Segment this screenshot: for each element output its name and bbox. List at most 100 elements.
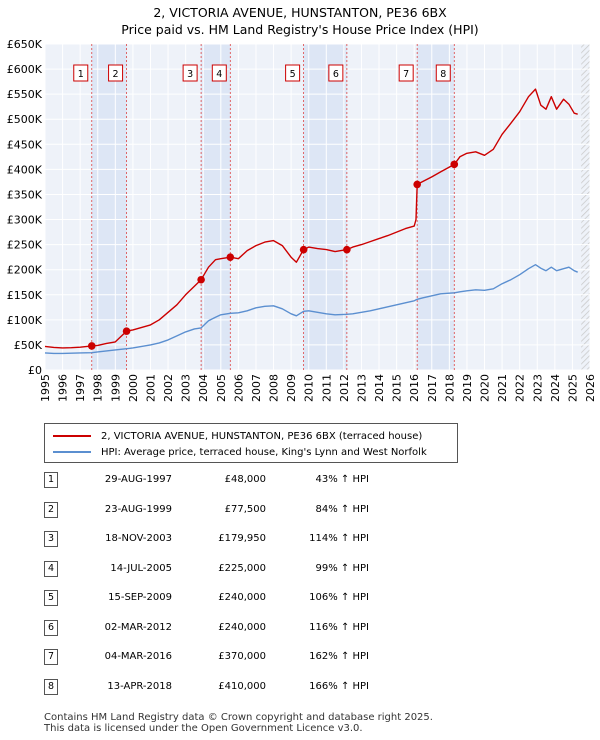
sale-number-badge: 8 — [44, 679, 58, 695]
sale-label-box — [108, 64, 124, 82]
sale-label-box — [73, 64, 89, 82]
series-line-property — [44, 88, 578, 349]
sale-point — [450, 160, 459, 169]
sale-hpi-change: 162% ↑ HPI — [309, 651, 369, 662]
sale-hpi-change: 166% ↑ HPI — [309, 681, 369, 692]
x-tick-label: 2005 — [215, 374, 228, 402]
y-tick-label: £200K — [7, 264, 43, 277]
sale-label-text: 7 — [403, 69, 409, 80]
y-tick-label: £650K — [7, 38, 43, 51]
sale-period-shade — [417, 44, 455, 370]
legend-label-hpi: HPI: Average price, terraced house, King… — [101, 446, 427, 458]
sale-label-text: 3 — [187, 69, 193, 80]
footer-licence: This data is licensed under the Open Gov… — [44, 723, 363, 734]
x-tick-label: 2021 — [496, 374, 509, 402]
x-tick-label: 2020 — [479, 374, 492, 402]
x-tick-label: 1995 — [39, 374, 52, 402]
sale-number-badge: 4 — [44, 561, 58, 577]
y-tick-label: £300K — [7, 214, 43, 227]
sale-row: 6 02-MAR-2012 £240,000 116% ↑ HPI — [44, 620, 384, 640]
y-tick-label: £100K — [7, 314, 43, 327]
y-tick-label: £400K — [7, 163, 43, 176]
sale-label-text: 1 — [78, 69, 84, 80]
sale-hpi-change: 84% ↑ HPI — [315, 504, 369, 515]
sale-date: 18-NOV-2003 — [105, 533, 172, 544]
sale-label-box — [285, 64, 301, 82]
x-tick-label: 2013 — [355, 374, 368, 402]
sale-label-box — [435, 64, 451, 82]
sale-row: 5 15-SEP-2009 £240,000 106% ↑ HPI — [44, 590, 384, 610]
title-line-1: 2, VICTORIA AVENUE, HUNSTANTON, PE36 6BX — [153, 5, 447, 20]
sale-point — [197, 275, 205, 284]
legend-item-property: 2, VICTORIA AVENUE, HUNSTANTON, PE36 6BX… — [53, 428, 422, 444]
sale-date: 29-AUG-1997 — [104, 474, 172, 485]
sale-label-text: 8 — [440, 69, 446, 80]
footer: Contains HM Land Registry data © Crown c… — [44, 712, 433, 734]
y-tick-label: £0 — [28, 364, 42, 377]
y-tick-label: £450K — [7, 138, 43, 151]
sale-row: 2 23-AUG-1999 £77,500 84% ↑ HPI — [44, 502, 384, 522]
y-tick-label: £600K — [7, 63, 43, 76]
sale-label-box — [182, 64, 198, 82]
sale-number-badge: 7 — [44, 649, 58, 665]
sale-price: £240,000 — [218, 622, 266, 633]
sale-date: 14-JUL-2005 — [110, 563, 172, 574]
sale-label-box — [398, 64, 414, 82]
x-tick-label: 2026 — [584, 374, 597, 402]
y-tick-label: £500K — [7, 113, 43, 126]
sale-price: £370,000 — [218, 651, 266, 662]
y-tick-label: £550K — [7, 88, 43, 101]
x-tick-label: 2016 — [408, 374, 421, 402]
x-tick-label: 2006 — [232, 374, 245, 402]
sale-hpi-change: 114% ↑ HPI — [309, 533, 369, 544]
sale-date: 23-AUG-1999 — [104, 504, 172, 515]
x-tick-label: 2017 — [426, 374, 439, 402]
x-tick-label: 2001 — [144, 374, 157, 402]
x-tick-label: 2002 — [162, 374, 175, 402]
sale-point — [87, 342, 96, 350]
x-tick-label: 1999 — [109, 374, 122, 402]
sale-period-shade — [303, 44, 347, 370]
sale-row: 4 14-JUL-2005 £225,000 99% ↑ HPI — [44, 561, 384, 581]
sale-point — [226, 253, 235, 261]
sale-label-box — [328, 64, 344, 82]
sale-label-text: 5 — [290, 69, 296, 80]
sale-period-shade — [201, 44, 231, 370]
y-tick-label: £350K — [7, 188, 43, 201]
sale-number-badge: 1 — [44, 472, 58, 488]
sale-row: 7 04-MAR-2016 £370,000 162% ↑ HPI — [44, 649, 384, 669]
x-tick-label: 1996 — [57, 374, 70, 402]
sale-price: £240,000 — [218, 592, 266, 603]
x-tick-label: 2019 — [461, 374, 474, 402]
legend: 2, VICTORIA AVENUE, HUNSTANTON, PE36 6BX… — [44, 423, 458, 463]
sale-hpi-change: 116% ↑ HPI — [309, 622, 369, 633]
x-tick-label: 2023 — [531, 374, 544, 402]
sale-label-text: 4 — [216, 69, 222, 80]
x-tick-label: 2024 — [549, 374, 562, 402]
x-tick-label: 2009 — [285, 374, 298, 402]
sale-row: 3 18-NOV-2003 £179,950 114% ↑ HPI — [44, 531, 384, 551]
legend-label-property: 2, VICTORIA AVENUE, HUNSTANTON, PE36 6BX… — [101, 430, 423, 442]
chart-title: 2, VICTORIA AVENUE, HUNSTANTON, PE36 6BX… — [0, 4, 600, 38]
sale-price: £225,000 — [218, 563, 266, 574]
sale-row: 8 13-APR-2018 £410,000 166% ↑ HPI — [44, 679, 384, 699]
price-chart: 1 2 3 4 5 6 7 8 £0 £50K £100K £150K £200K £250K £300K £… — [7, 38, 597, 402]
sale-point — [413, 180, 421, 189]
x-tick-label: 2010 — [303, 374, 316, 402]
sale-number-badge: 6 — [44, 620, 58, 636]
sale-row: 1 29-AUG-1997 £48,000 43% ↑ HPI — [44, 472, 384, 492]
x-tick-label: 2004 — [197, 374, 210, 402]
sale-point — [299, 245, 308, 254]
x-tick-label: 2007 — [250, 374, 263, 402]
legend-swatch-hpi — [53, 451, 91, 453]
sale-price: £410,000 — [218, 681, 266, 692]
x-tick-label: 2018 — [443, 374, 456, 402]
legend-swatch-property — [53, 435, 91, 437]
sale-label-text: 6 — [333, 69, 339, 80]
sale-number-badge: 5 — [44, 590, 58, 606]
sale-label-text: 2 — [113, 69, 119, 80]
sale-number-badge: 3 — [44, 531, 58, 547]
legend-item-hpi: HPI: Average price, terraced house, King… — [53, 444, 427, 460]
sale-number-badge: 2 — [44, 502, 58, 518]
x-tick-label: 2012 — [338, 374, 351, 402]
